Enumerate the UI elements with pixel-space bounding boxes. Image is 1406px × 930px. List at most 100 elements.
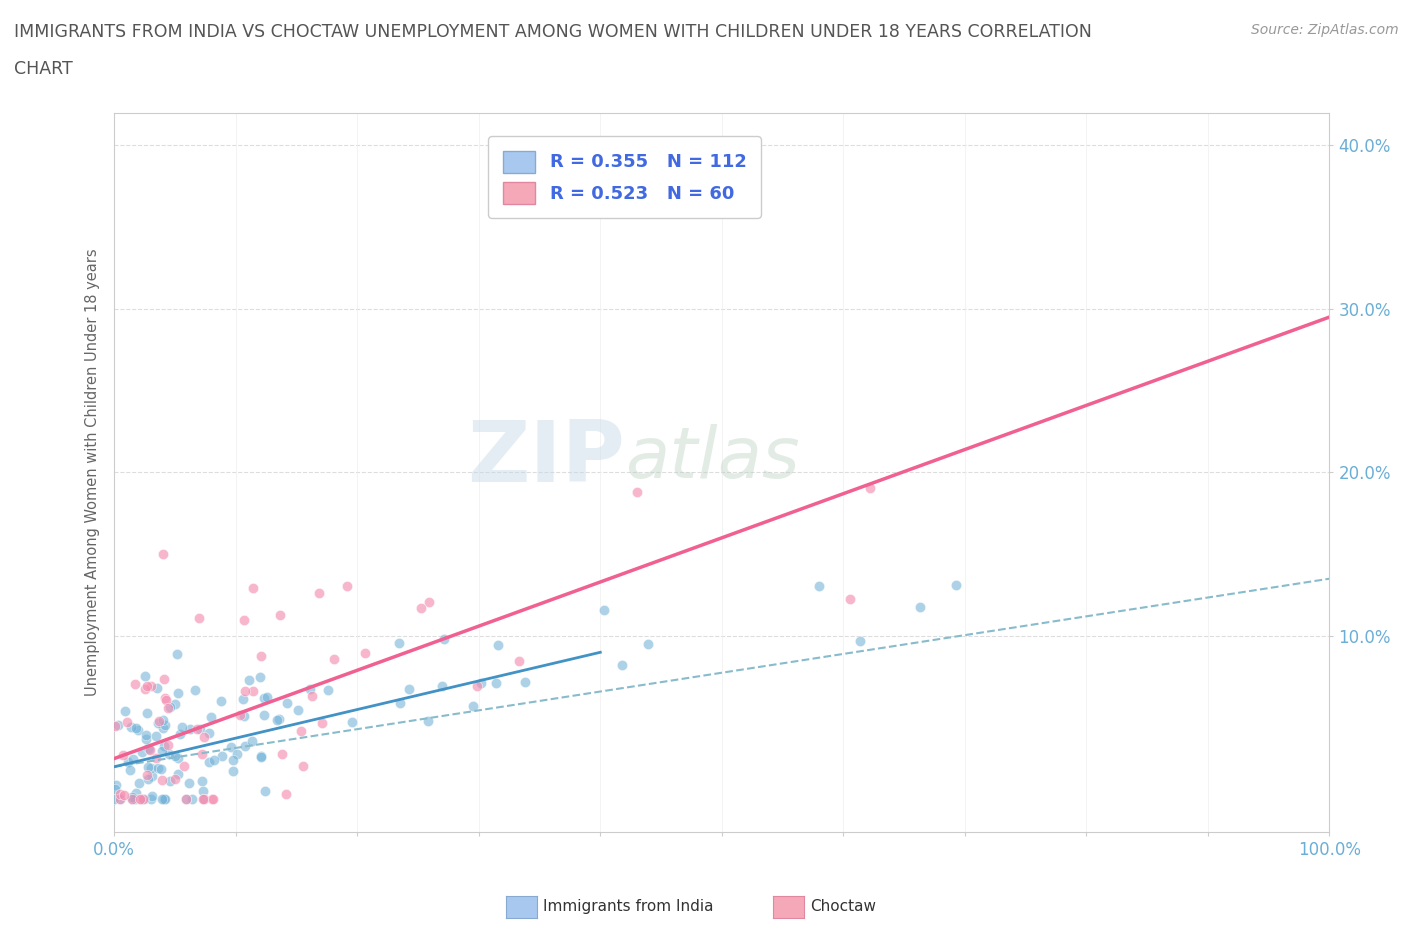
Point [232, 691, 254, 706]
Point [249, 670, 271, 684]
Point [290, 724, 312, 738]
Text: ZIP: ZIP [467, 417, 624, 499]
Point [163, 772, 186, 787]
Point [470, 675, 492, 690]
Point [150, 792, 173, 807]
Point [242, 684, 264, 698]
Point [167, 767, 190, 782]
Point [276, 696, 298, 711]
Text: Immigrants from India: Immigrants from India [543, 899, 713, 914]
Point [409, 601, 432, 616]
Point [117, 714, 139, 729]
Point [433, 631, 456, 646]
Point [124, 792, 146, 807]
Point [153, 792, 176, 807]
Y-axis label: Unemployment Among Women with Children Under 18 years: Unemployment Among Women with Children U… [86, 248, 100, 697]
Point [945, 578, 967, 592]
Point [152, 791, 174, 806]
Point [104, 718, 127, 733]
Point [228, 708, 250, 723]
Point [165, 697, 187, 711]
Point [308, 586, 330, 601]
Point [166, 751, 188, 765]
Point [163, 749, 186, 764]
Point [141, 769, 163, 784]
Point [240, 734, 263, 749]
Point [121, 792, 143, 807]
Point [256, 689, 278, 704]
Point [233, 738, 256, 753]
Point [136, 705, 159, 720]
Point [463, 698, 485, 713]
Point [416, 713, 439, 728]
Point [177, 776, 200, 790]
Point [150, 743, 173, 758]
Point [515, 674, 537, 689]
Point [253, 691, 276, 706]
Point [849, 633, 872, 648]
Point [298, 682, 321, 697]
Point [311, 715, 333, 730]
Point [132, 792, 155, 807]
Point [188, 722, 211, 737]
Point [269, 607, 291, 622]
Point [124, 676, 146, 691]
Point [222, 752, 245, 767]
Point [202, 792, 225, 807]
Point [336, 578, 359, 593]
Point [145, 729, 167, 744]
Point [908, 600, 931, 615]
Point [190, 747, 212, 762]
Point [209, 693, 232, 708]
Point [149, 762, 172, 777]
Point [145, 681, 167, 696]
Point [145, 751, 167, 765]
Point [508, 654, 530, 669]
Point [610, 658, 633, 672]
Point [156, 701, 179, 716]
Point [172, 719, 194, 734]
Point [593, 603, 616, 618]
Point [839, 591, 862, 606]
Point [859, 480, 882, 495]
Point [153, 671, 176, 686]
Point [301, 689, 323, 704]
Point [141, 789, 163, 804]
Point [157, 737, 180, 752]
Point [271, 747, 294, 762]
Point [242, 580, 264, 595]
Point [134, 669, 156, 684]
Point [388, 636, 411, 651]
Point [107, 718, 129, 733]
Point [193, 730, 215, 745]
Point [153, 691, 176, 706]
Point [200, 792, 222, 807]
Point [135, 727, 157, 742]
Point [167, 685, 190, 700]
Point [121, 792, 143, 807]
Point [193, 792, 215, 807]
Point [110, 792, 132, 807]
Point [193, 792, 215, 807]
Point [342, 715, 364, 730]
Point [202, 752, 225, 767]
Point [125, 786, 148, 801]
Point [287, 702, 309, 717]
Point [157, 746, 180, 761]
Point [114, 704, 136, 719]
Point [179, 722, 201, 737]
Point [108, 786, 131, 801]
Point [250, 749, 273, 764]
Point [146, 716, 169, 731]
Point [117, 755, 139, 770]
Point [148, 713, 170, 728]
Point [136, 740, 159, 755]
Point [139, 760, 162, 775]
Point [626, 485, 648, 499]
Point [166, 647, 188, 662]
Point [398, 682, 420, 697]
Point [354, 645, 377, 660]
Point [465, 679, 488, 694]
Point [134, 792, 156, 807]
Point [316, 683, 339, 698]
